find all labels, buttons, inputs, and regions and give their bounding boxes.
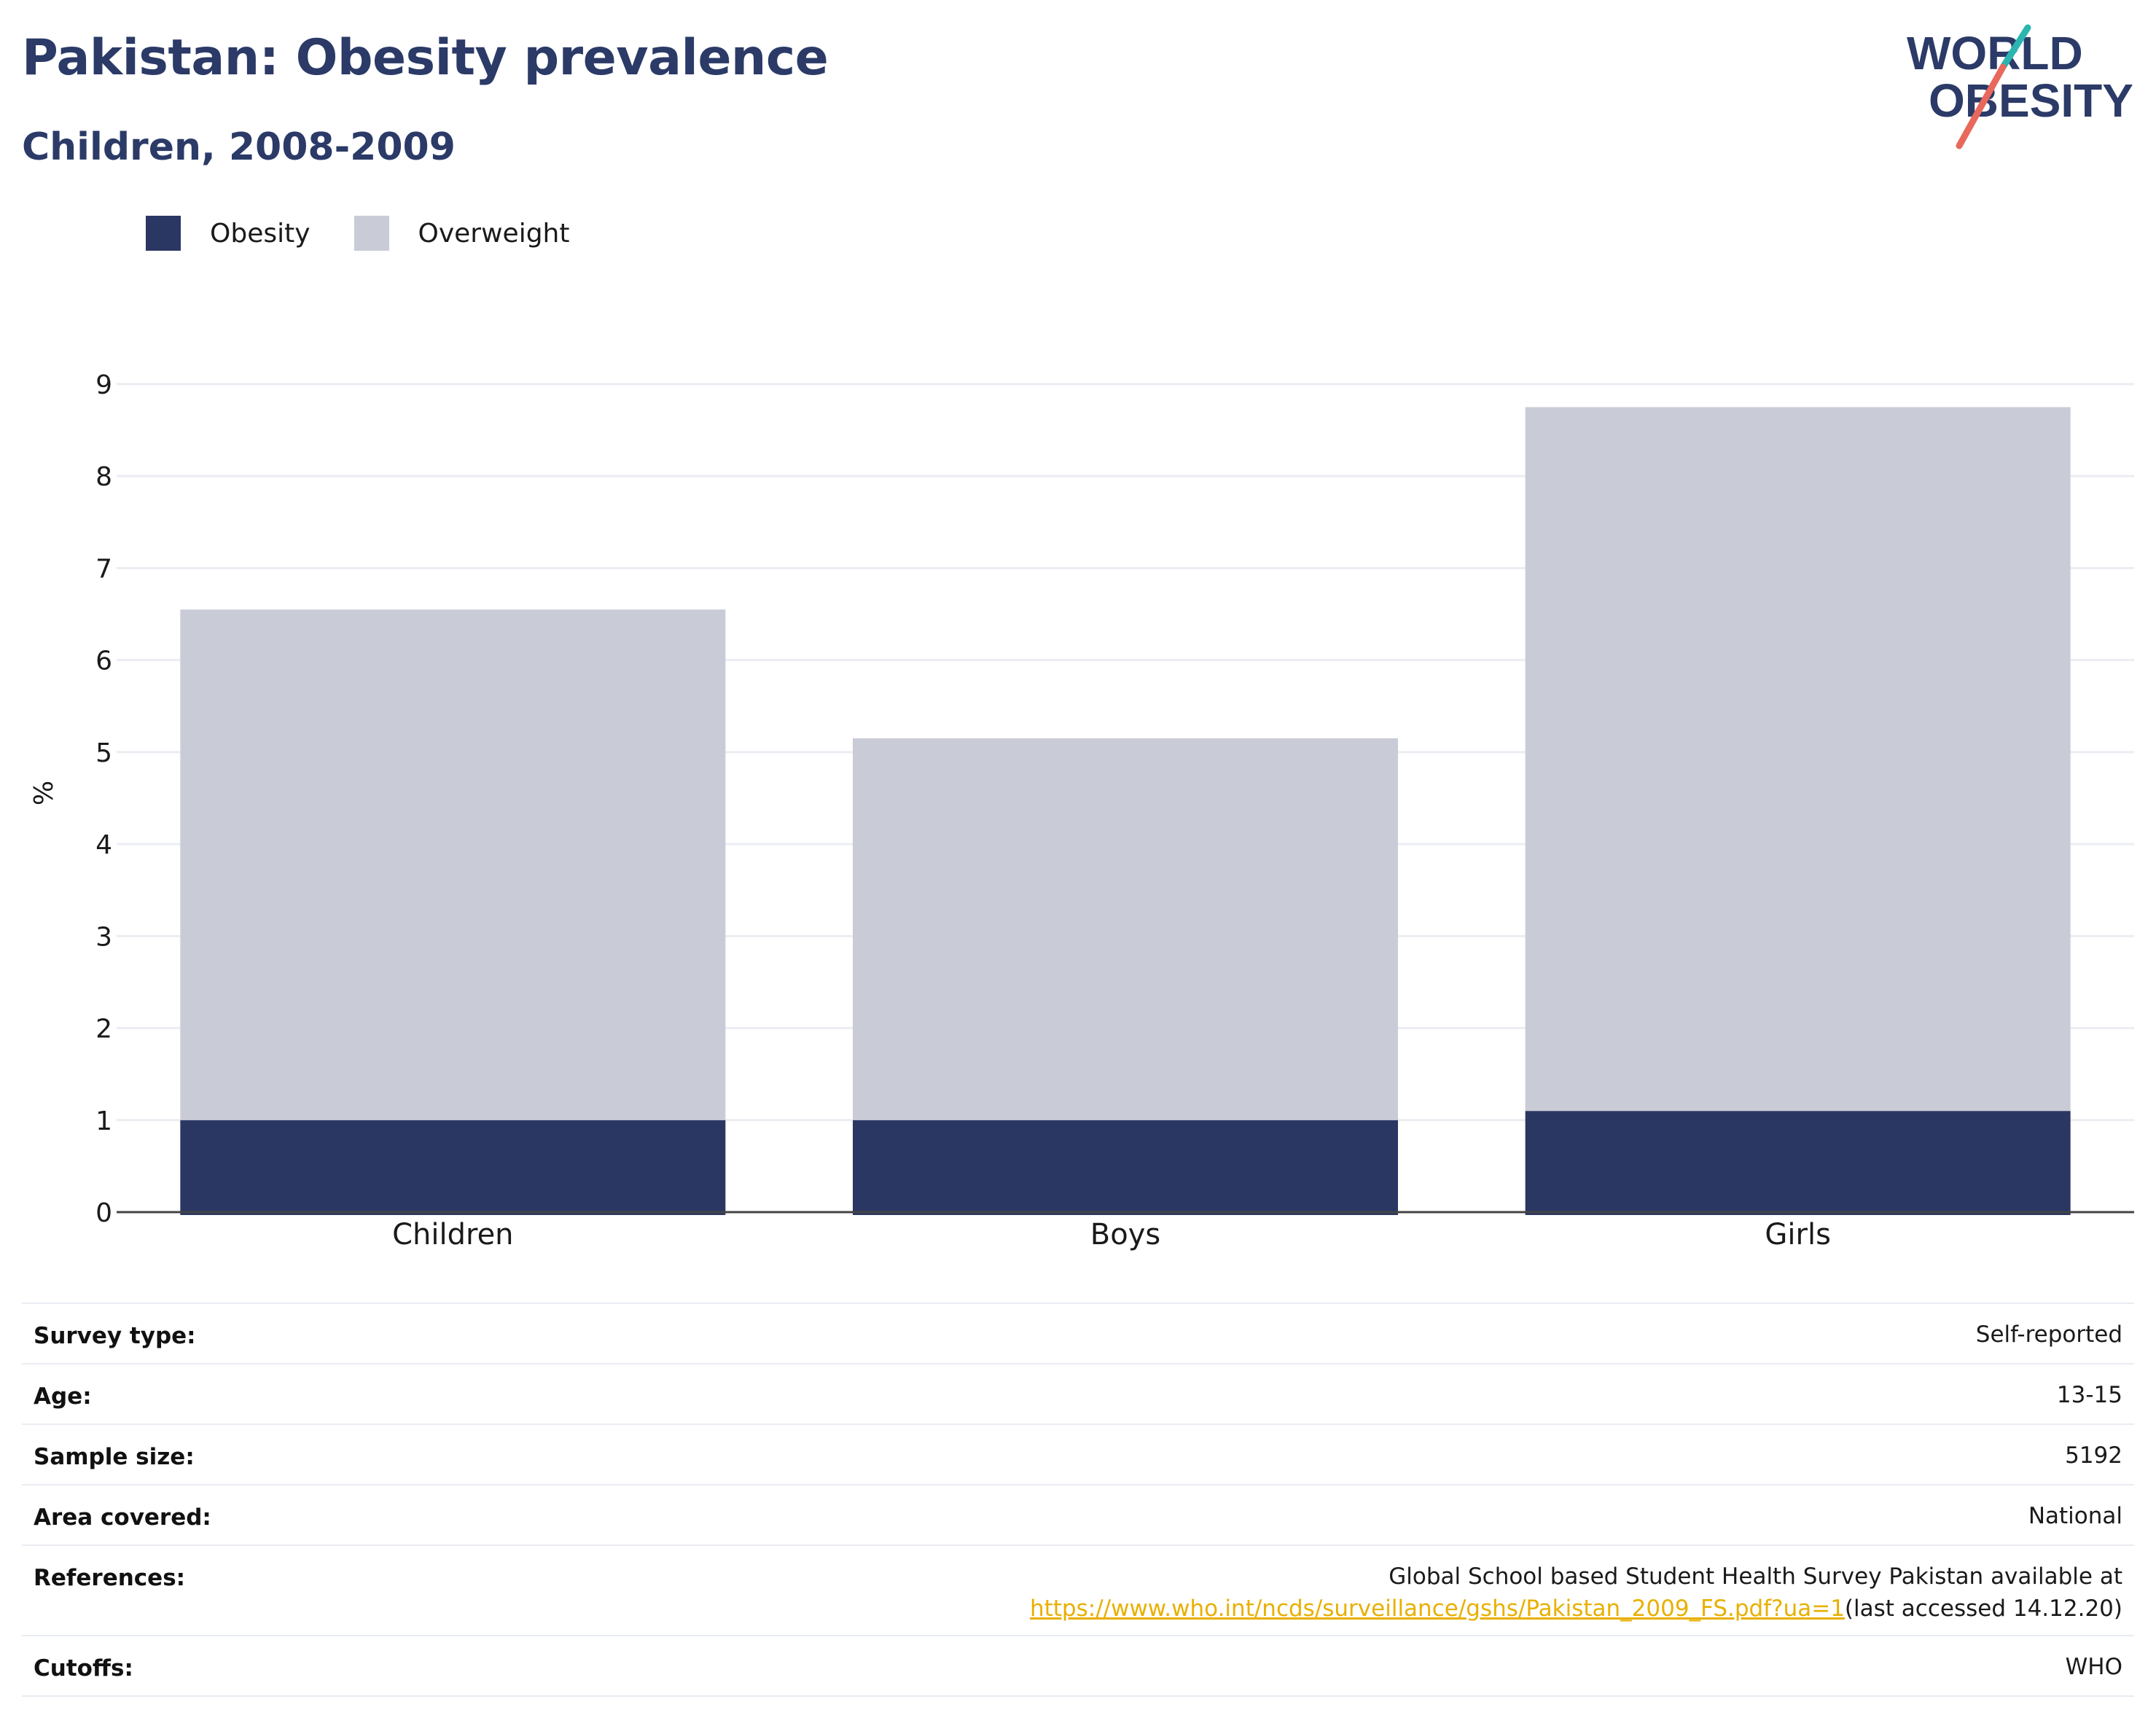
legend-label-overweight: Overweight [418, 218, 570, 249]
meta-value-age: 13-15 [2056, 1382, 2122, 1408]
meta-row-sample-size: Sample size: 5192 [22, 1425, 2134, 1485]
y-tick-label-2: 2 [95, 1015, 112, 1044]
y-tick-label-0: 0 [95, 1198, 112, 1228]
bar-obesity-boys [853, 1120, 1398, 1215]
references-link[interactable]: https://www.who.int/ncds/surveillance/gs… [1029, 1596, 1845, 1622]
legend-item-overweight[interactable]: Overweight [354, 216, 570, 251]
page-subtitle: Children, 2008-2009 [22, 125, 456, 169]
bar-overweight-girls [1525, 407, 2071, 1112]
y-tick-label-1: 1 [95, 1106, 112, 1136]
page-title: Pakistan: Obesity prevalence [22, 29, 829, 87]
meta-row-cutoffs: Cutoffs: WHO [22, 1636, 2134, 1697]
world-obesity-logo: WORLD OBESITY [1907, 24, 2133, 149]
legend-label-obesity: Obesity [210, 218, 310, 249]
bar-overweight-boys [853, 738, 1398, 1120]
references-suffix: (last accessed 14.12.20) [1844, 1596, 2122, 1622]
bar-obesity-children [180, 1120, 726, 1215]
bar-overweight-children [180, 609, 726, 1120]
bar-obesity-girls [1525, 1111, 2071, 1215]
x-tick-label-girls: Girls [1765, 1218, 1831, 1251]
y-tick-label-9: 9 [95, 370, 112, 400]
meta-row-references: References: Global School based Student … [22, 1546, 2134, 1636]
meta-row-survey-type: Survey type: Self-reported [22, 1304, 2134, 1364]
axes: 0 1 2 3 4 5 6 7 8 9 Children Boys Girls [95, 370, 2134, 1251]
meta-key-cutoffs: Cutoffs: [34, 1655, 133, 1682]
bars [180, 407, 2071, 1215]
meta-key-area: Area covered: [34, 1504, 211, 1531]
y-tick-label-3: 3 [95, 922, 112, 952]
logo-slash-top [1999, 24, 2031, 71]
meta-value-area: National [2028, 1503, 2122, 1529]
x-tick-label-children: Children [392, 1218, 513, 1251]
legend-swatch-overweight [354, 216, 389, 251]
references-text: Global School based Student Health Surve… [1388, 1563, 2122, 1590]
y-tick-label-7: 7 [95, 554, 112, 584]
y-tick-label-6: 6 [95, 647, 112, 676]
meta-key-references: References: [34, 1565, 186, 1591]
meta-key-age: Age: [34, 1383, 92, 1410]
meta-key-sample-size: Sample size: [34, 1444, 195, 1470]
survey-metadata-table: Survey type: Self-reported Age: 13-15 Sa… [22, 1303, 2134, 1697]
y-tick-label-8: 8 [95, 462, 112, 492]
meta-value-cutoffs: WHO [2065, 1654, 2122, 1680]
chart-legend: Obesity Overweight [146, 216, 613, 251]
meta-value-survey-type: Self-reported [1975, 1321, 2122, 1348]
y-axis-label: % [29, 781, 59, 805]
x-tick-label-boys: Boys [1090, 1218, 1160, 1251]
meta-value-references: Global School based Student Health Surve… [1030, 1561, 2122, 1625]
y-tick-label-4: 4 [95, 830, 112, 860]
meta-key-survey-type: Survey type: [34, 1323, 196, 1349]
meta-row-age: Age: 13-15 [22, 1364, 2134, 1425]
legend-item-obesity[interactable]: Obesity [146, 216, 310, 251]
bar-chart: 0 1 2 3 4 5 6 7 8 9 Children Boys Girls % [29, 370, 2134, 1251]
y-tick-label-5: 5 [95, 738, 112, 768]
logo-line2: OBESITY [1929, 74, 2133, 127]
logo-slash-bottom [1956, 63, 2007, 149]
legend-swatch-obesity [146, 216, 181, 251]
logo-line1: WORLD [1907, 27, 2083, 79]
meta-value-sample-size: 5192 [2065, 1442, 2122, 1469]
meta-row-area: Area covered: National [22, 1485, 2134, 1546]
